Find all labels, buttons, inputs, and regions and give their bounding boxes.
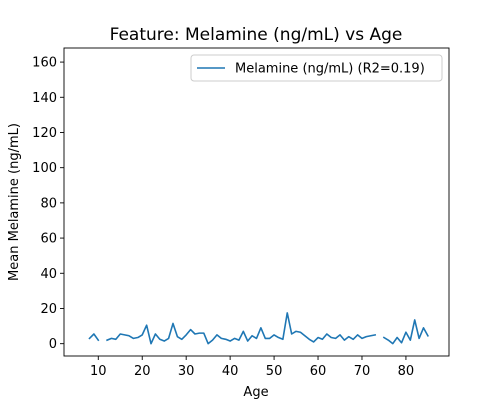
x-tick-label: 10 bbox=[90, 364, 107, 379]
plot-area: 10 20 30 40 50 60 70 80 0 20 40 60 80 100 120 140 160 bbox=[32, 47, 450, 379]
legend-label: Melamine (ng/mL) (R2=0.19) bbox=[235, 62, 425, 77]
y-tick-label: 20 bbox=[40, 302, 57, 317]
x-tick-label: 80 bbox=[398, 364, 415, 379]
series-line-segment bbox=[88, 333, 100, 342]
y-tick-label: 40 bbox=[40, 267, 57, 282]
x-tick-label: 60 bbox=[310, 364, 327, 379]
chart-title: Feature: Melamine (ng/mL) vs Age bbox=[110, 25, 403, 45]
series-line-segment bbox=[382, 319, 429, 345]
legend: Melamine (ng/mL) (R2=0.19) bbox=[190, 54, 443, 82]
x-tick-label: 20 bbox=[134, 364, 151, 379]
y-tick-label: 0 bbox=[49, 337, 57, 352]
y-tick-label: 100 bbox=[32, 161, 57, 176]
plot-frame bbox=[63, 47, 450, 357]
y-tick-label: 160 bbox=[32, 56, 57, 71]
x-axis-label: Age bbox=[243, 385, 268, 400]
y-axis-label: Mean Melamine (ng/mL) bbox=[7, 123, 22, 281]
x-tick-label: 70 bbox=[354, 364, 371, 379]
series-line-segment bbox=[106, 312, 377, 345]
y-tick-label: 120 bbox=[32, 126, 57, 141]
x-tick-label: 30 bbox=[178, 364, 195, 379]
legend-box bbox=[190, 54, 443, 82]
x-tick-label: 50 bbox=[266, 364, 283, 379]
y-tick-label: 60 bbox=[40, 232, 57, 247]
y-tick-label: 80 bbox=[40, 196, 57, 211]
x-tick-label: 40 bbox=[222, 364, 239, 379]
y-tick-label: 140 bbox=[32, 91, 57, 106]
